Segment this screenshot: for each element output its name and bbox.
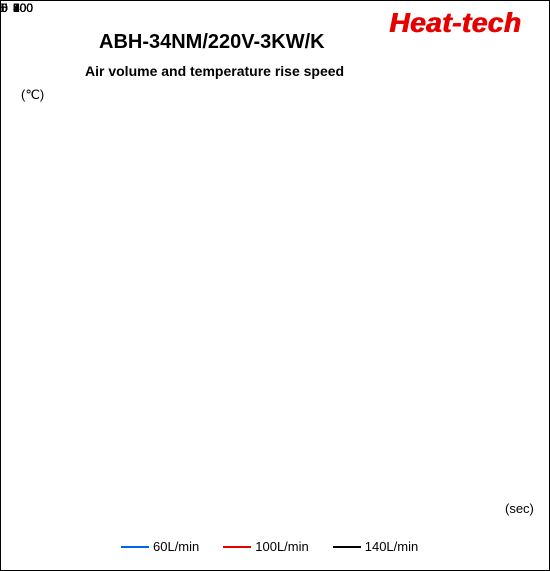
- plot-svg: [1, 1, 549, 570]
- legend-label: 140L/min: [365, 539, 418, 554]
- legend: 60L/min 100L/min 140L/min: [121, 539, 418, 554]
- legend-item: 100L/min: [223, 539, 308, 554]
- legend-swatch: [333, 546, 361, 548]
- legend-swatch: [121, 546, 149, 548]
- legend-label: 100L/min: [255, 539, 308, 554]
- x-tick-label: 90: [0, 1, 8, 15]
- legend-swatch: [223, 546, 251, 548]
- chart-page: Heat-tech ABH-34NM/220V-3KW/K Air volume…: [0, 0, 550, 571]
- legend-item: 60L/min: [121, 539, 199, 554]
- legend-item: 140L/min: [333, 539, 418, 554]
- legend-label: 60L/min: [153, 539, 199, 554]
